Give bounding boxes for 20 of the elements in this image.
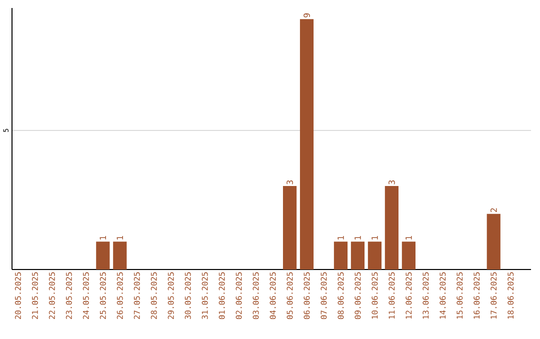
bar xyxy=(334,241,348,270)
bar xyxy=(282,186,297,270)
bar xyxy=(300,18,314,270)
bar xyxy=(350,241,365,270)
data-label: 1 xyxy=(116,236,123,240)
bar xyxy=(96,241,110,270)
bar xyxy=(368,241,382,270)
data-label: 3 xyxy=(388,180,395,184)
data-label: 9 xyxy=(304,13,310,18)
bar xyxy=(486,214,500,270)
data-label: 1 xyxy=(338,236,344,240)
data-label: 1 xyxy=(100,236,106,240)
data-label: 1 xyxy=(354,236,361,240)
data-label: 1 xyxy=(406,236,412,240)
data-label: 1 xyxy=(372,236,378,240)
bar xyxy=(402,241,416,270)
bar xyxy=(113,241,127,270)
data-label: 2 xyxy=(490,208,497,212)
bar xyxy=(384,186,399,270)
data-label: 3 xyxy=(286,180,293,184)
